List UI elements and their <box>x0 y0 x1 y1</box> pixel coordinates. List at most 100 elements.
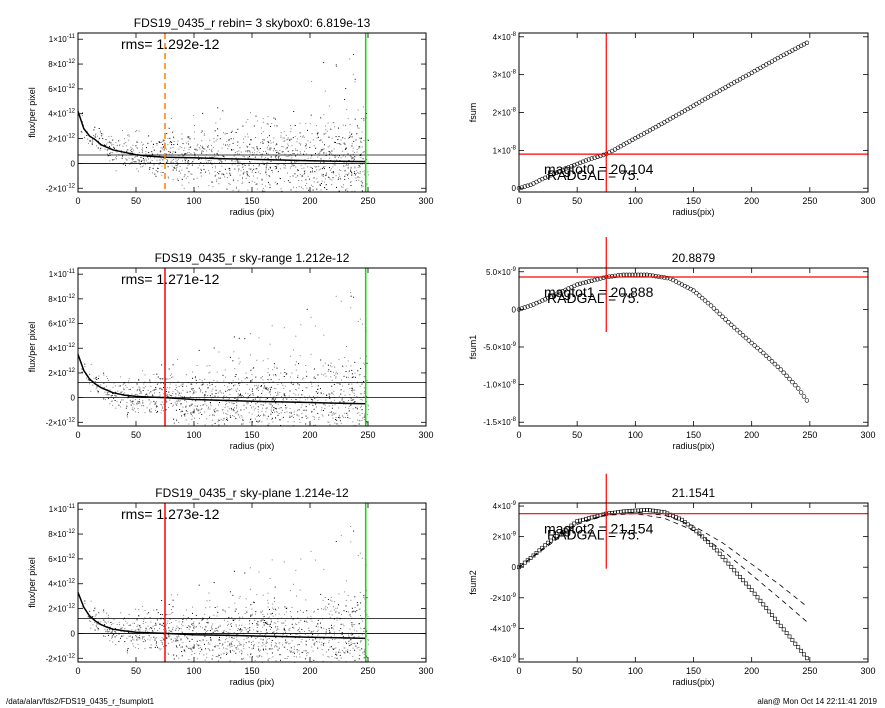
scatter-point <box>107 379 109 381</box>
scatter-point <box>315 147 317 149</box>
scatter-point <box>353 140 355 142</box>
y-tick-exponent: -12 <box>66 109 75 115</box>
scatter-point <box>184 153 186 155</box>
scatter-point <box>196 408 198 410</box>
data-marker <box>761 350 766 356</box>
scatter-point <box>209 617 210 619</box>
data-marker <box>778 623 783 628</box>
scatter-point <box>312 639 314 641</box>
scatter-point <box>180 628 182 630</box>
scatter-point <box>278 413 280 414</box>
scatter-point <box>172 169 174 171</box>
scatter-point <box>231 640 233 642</box>
scatter-point <box>249 656 251 658</box>
scatter-point <box>108 148 110 150</box>
scatter-point <box>293 627 295 629</box>
scatter-point <box>277 384 279 385</box>
scatter-point <box>248 412 250 414</box>
scatter-point <box>301 168 303 170</box>
scatter-point <box>294 161 296 163</box>
scatter-point <box>158 141 160 143</box>
scatter-point <box>292 618 294 620</box>
data-marker <box>586 157 591 162</box>
scatter-point <box>153 164 155 166</box>
scatter-point <box>207 630 209 631</box>
data-marker <box>778 367 783 372</box>
scatter-point <box>305 658 307 660</box>
scatter-point <box>258 164 260 166</box>
scatter-point <box>97 628 99 630</box>
x-tick-label: 300 <box>860 196 875 206</box>
scatter-point <box>251 413 253 415</box>
scatter-point <box>245 372 247 374</box>
scatter-point <box>234 619 236 620</box>
scatter-point <box>258 337 260 339</box>
scatter-point <box>265 388 267 390</box>
scatter-point <box>322 643 324 645</box>
scatter-point <box>185 419 187 421</box>
scatter-point <box>329 411 331 413</box>
scatter-point <box>229 415 231 417</box>
scatter-point <box>322 166 324 168</box>
scatter-point <box>200 389 202 391</box>
x-tick-label: 0 <box>516 196 521 206</box>
scatter-point <box>238 150 240 152</box>
scatter-point <box>193 152 195 153</box>
scatter-point <box>330 596 332 598</box>
scatter-point <box>163 393 165 395</box>
noise-scatter <box>78 283 369 427</box>
scatter-point <box>156 405 157 407</box>
scatter-point <box>169 623 171 624</box>
scatter-point <box>354 78 356 80</box>
scatter-point <box>214 386 216 388</box>
scatter-point <box>160 648 162 650</box>
scatter-point <box>226 651 228 653</box>
scatter-point <box>95 377 97 379</box>
scatter-point <box>116 158 117 160</box>
scatter-point <box>300 558 302 560</box>
scatter-point <box>266 407 268 409</box>
scatter-point <box>234 163 236 165</box>
scatter-point <box>253 165 254 167</box>
scatter-point <box>226 403 228 405</box>
magtot-label: magtot0 = 20.104 <box>544 161 654 177</box>
scatter-point <box>284 395 286 397</box>
scatter-point <box>298 622 300 624</box>
scatter-point <box>324 408 326 410</box>
scatter-point <box>307 417 309 419</box>
scatter-point <box>328 613 330 615</box>
scatter-point <box>171 159 173 161</box>
scatter-point <box>325 129 327 131</box>
scatter-point <box>267 123 269 125</box>
scatter-point <box>144 610 146 611</box>
scatter-point <box>331 656 333 657</box>
scatter-point <box>243 396 245 397</box>
scatter-point <box>318 416 320 418</box>
scatter-point <box>303 409 305 411</box>
scatter-point <box>299 132 301 134</box>
data-marker <box>583 280 589 285</box>
scatter-point <box>211 181 213 183</box>
scatter-point <box>323 374 325 376</box>
scatter-point <box>295 398 296 400</box>
scatter-point <box>328 153 330 155</box>
scatter-point <box>293 646 295 648</box>
scatter-point <box>229 394 231 395</box>
scatter-point <box>248 388 250 390</box>
scatter-point <box>360 368 362 369</box>
scatter-point <box>283 180 285 182</box>
data-marker <box>740 578 745 583</box>
scatter-point <box>305 415 307 417</box>
scatter-point <box>340 300 342 302</box>
scatter-point <box>291 640 293 642</box>
scatter-point <box>320 392 322 394</box>
scatter-point <box>314 424 316 426</box>
scatter-point <box>319 184 320 186</box>
scatter-point <box>296 633 297 635</box>
scatter-point <box>232 179 234 181</box>
scatter-point <box>317 132 319 134</box>
scatter-point <box>360 181 362 183</box>
scatter-point <box>210 638 212 640</box>
data-marker <box>679 517 684 522</box>
scatter-point <box>209 365 211 367</box>
